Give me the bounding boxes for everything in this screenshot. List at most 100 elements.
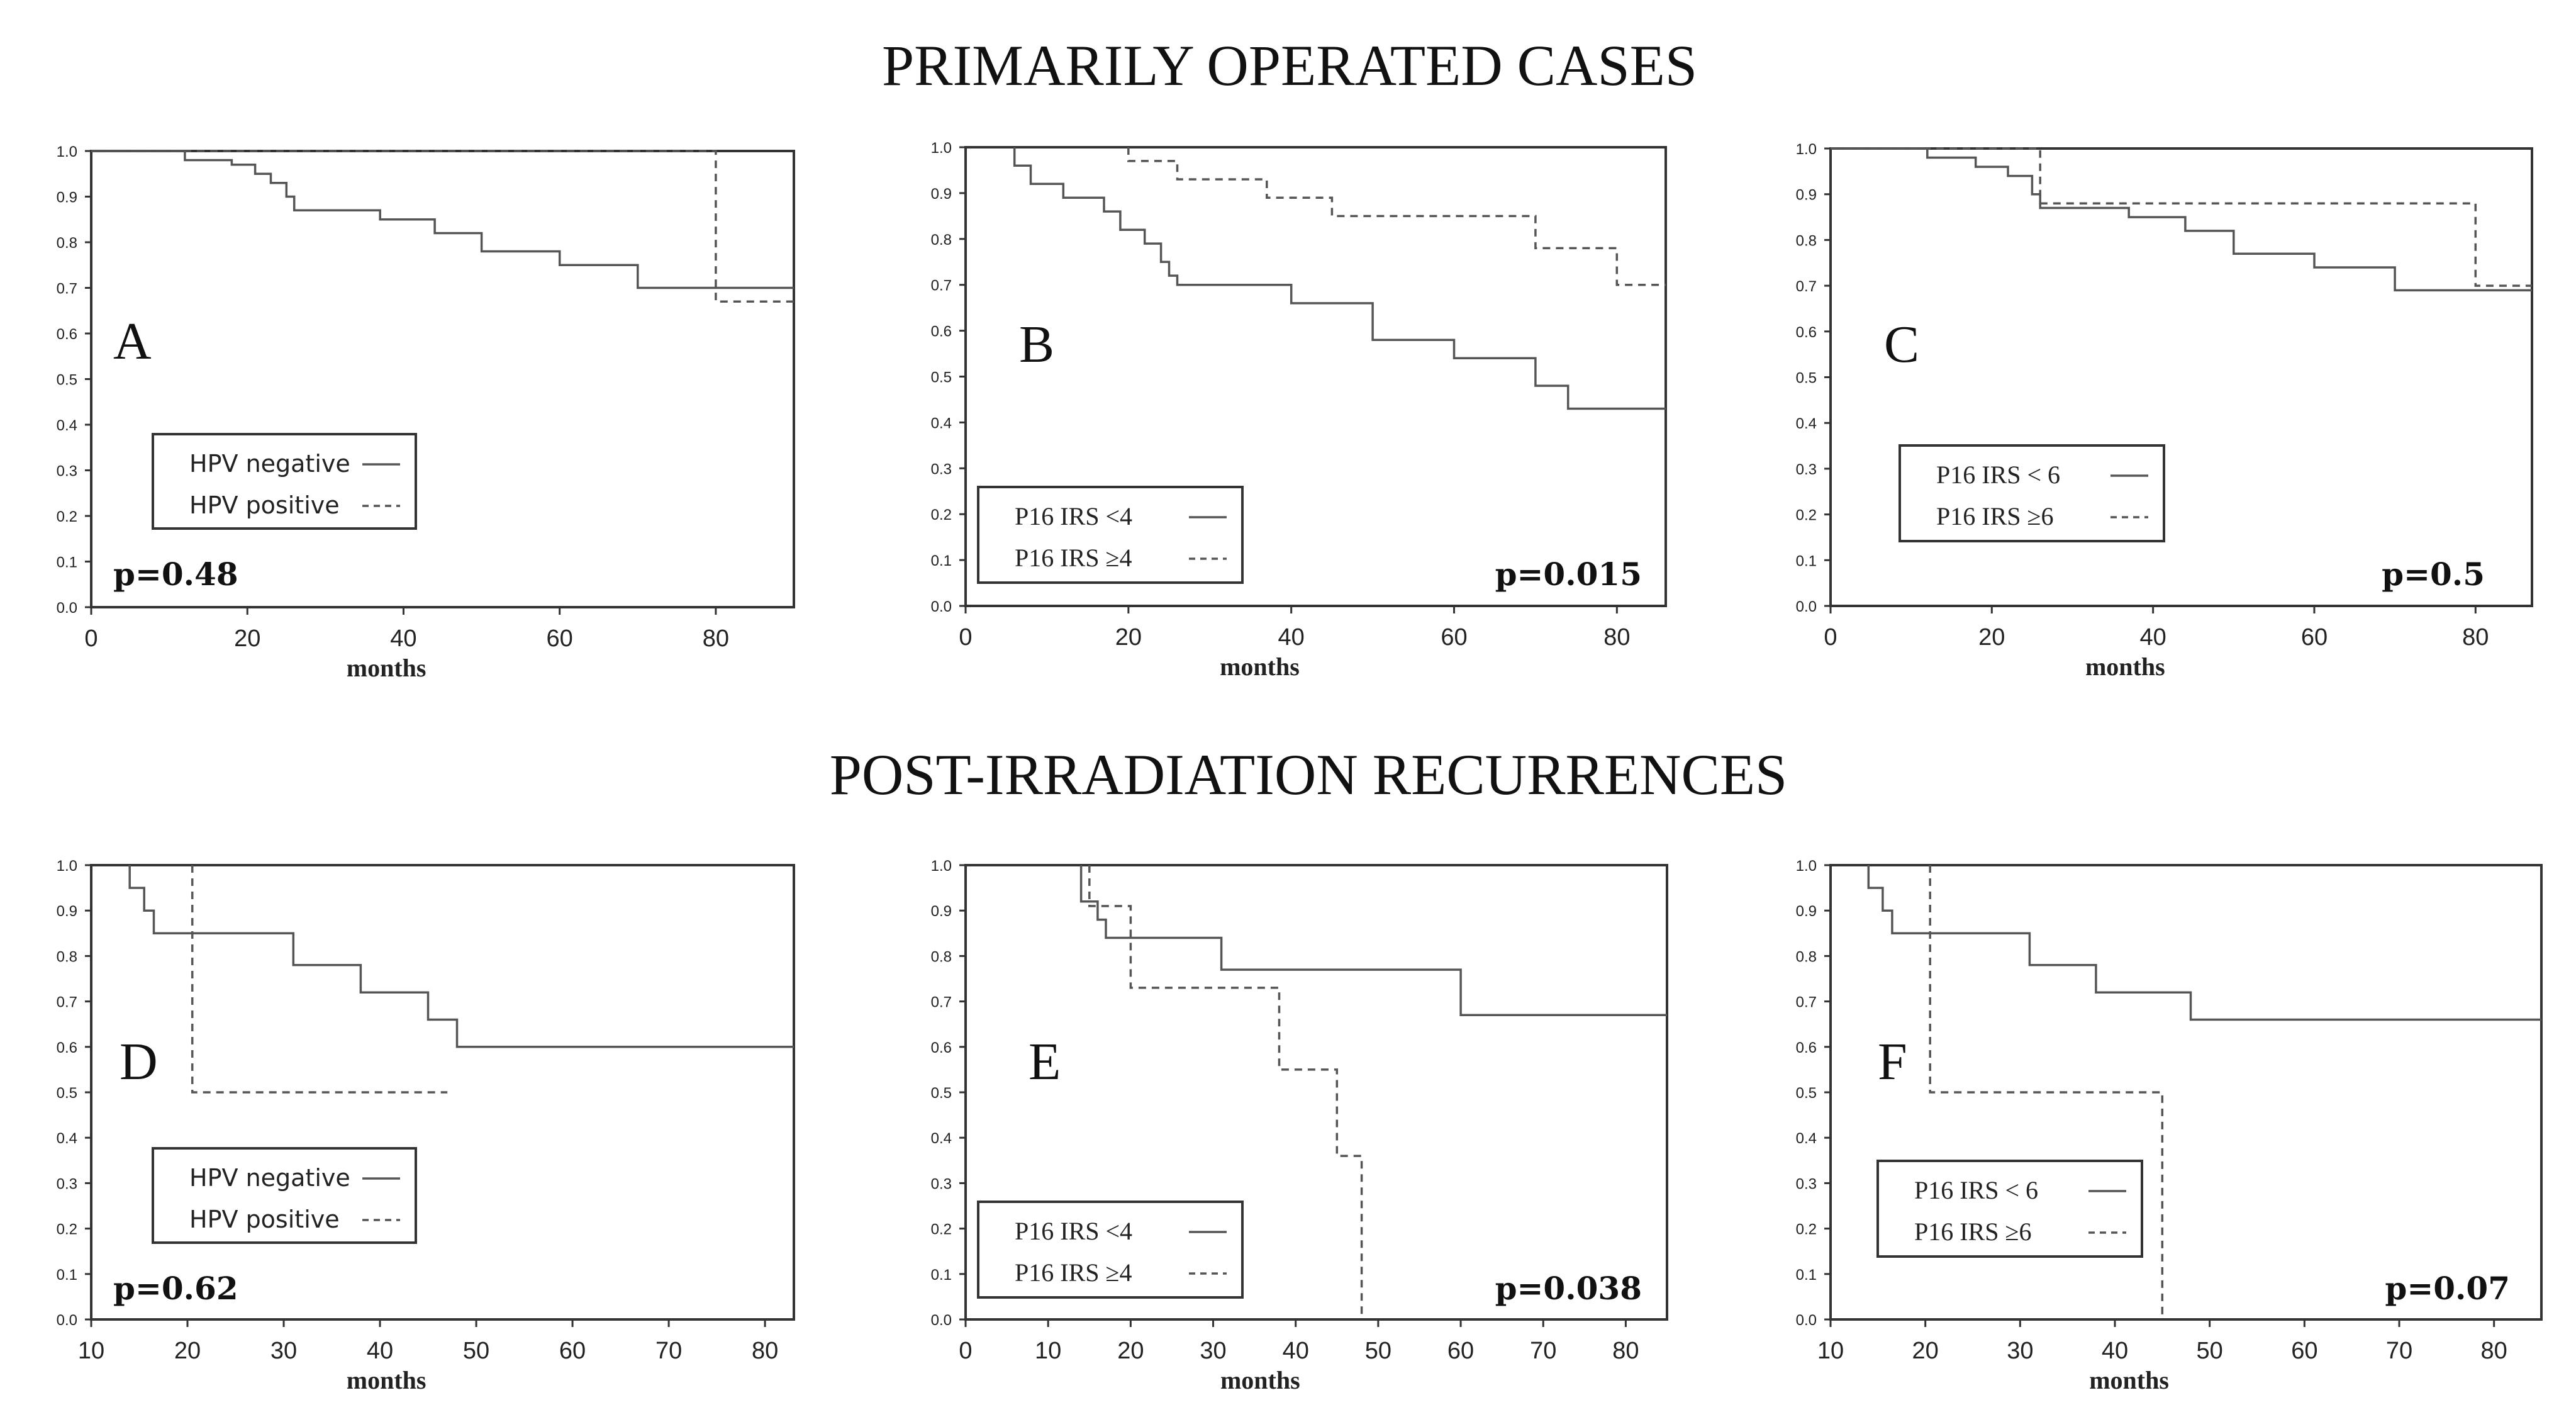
y-tick-label: 0.7 (931, 277, 952, 294)
y-tick-label: 0.1 (931, 552, 952, 569)
y-tick-label: 0.3 (931, 1175, 952, 1192)
x-tick-label: 50 (1365, 1338, 1391, 1364)
panel-letter: D (120, 1033, 158, 1091)
y-tick-label: 0.4 (931, 1130, 952, 1147)
y-tick-label: 0.9 (931, 903, 952, 920)
y-tick-label: 0.9 (57, 189, 77, 206)
x-axis-label: months (2085, 652, 2165, 681)
x-tick-label: 60 (1447, 1338, 1474, 1364)
x-tick-label: 60 (559, 1338, 586, 1364)
y-tick-label: 1.0 (931, 858, 952, 875)
y-tick-label: 0.3 (1796, 461, 1817, 478)
y-tick-label: 0.3 (57, 463, 77, 480)
x-tick-label: 0 (959, 1338, 972, 1364)
p-value-label: p=0.5 (2382, 556, 2485, 593)
y-tick-label: 0.5 (931, 1085, 952, 1102)
legend-entry-label: P16 IRS <4 (1015, 502, 1132, 530)
panel-letter: C (1884, 315, 1919, 374)
y-tick-label: 0.1 (1796, 552, 1817, 569)
y-tick-label: 0.7 (57, 994, 77, 1011)
series-line-dashed (91, 150, 794, 303)
chart-panel-c: 0.0 0.1 0.2 0.3 0.4 0.5 0.6 0.7 0.8 0.9 1.0 0 20 40 60… (1796, 141, 2533, 681)
x-tick-label: 30 (270, 1338, 297, 1364)
y-tick-label: 0.5 (57, 372, 77, 389)
y-tick-label: 0.2 (1796, 507, 1817, 524)
series-line-dashed (1831, 147, 2532, 287)
x-axis-label: months (347, 1366, 427, 1394)
y-tick-label: 0.1 (931, 1267, 952, 1284)
y-tick-label: 0.6 (57, 326, 77, 343)
x-tick-label: 0 (84, 625, 98, 652)
x-tick-label: 40 (1283, 1338, 1309, 1364)
y-tick-label: 0.9 (931, 186, 952, 203)
p-value-label: p=0.015 (1495, 556, 1642, 593)
y-tick-label: 0.0 (1796, 1312, 1817, 1329)
y-tick-label: 0.5 (57, 1085, 77, 1102)
panel-letter: B (1019, 315, 1054, 374)
x-tick-label: 40 (2140, 624, 2166, 651)
y-tick-label: 0.3 (1796, 1175, 1817, 1192)
section-title-primary: PRIMARILY OPERATED CASES (882, 33, 1697, 98)
chart-panel-e: 0.0 0.1 0.2 0.3 0.4 0.5 0.6 0.7 0.8 0.9 1.0 0 10 20 30… (931, 858, 1668, 1394)
y-tick-label: 0.0 (57, 1312, 77, 1329)
y-tick-label: 0.8 (1796, 232, 1817, 249)
series-line-dashed (1127, 147, 1666, 286)
y-tick-label: 0.9 (1796, 187, 1817, 204)
legend: P16 IRS < 6 P16 IRS ≥6 (1899, 444, 2165, 542)
x-tick-label: 60 (2301, 624, 2328, 651)
series-line-dashed (1929, 865, 2164, 1319)
legend-entry-label: P16 IRS < 6 (1914, 1176, 2038, 1204)
chart-panel-f: 0.0 0.1 0.2 0.3 0.4 0.5 0.6 0.7 0.8 0.9 1.0 10 20 30 4… (1796, 858, 2543, 1394)
y-tick-label: 0.4 (1796, 1130, 1817, 1147)
y-tick-label: 0.4 (57, 1130, 77, 1147)
x-tick-label: 20 (1912, 1338, 1939, 1364)
y-tick-label: 0.1 (57, 1267, 77, 1284)
y-tick-label: 0.2 (931, 507, 952, 523)
y-tick-label: 0.4 (1796, 415, 1817, 432)
x-tick-label: 20 (1978, 624, 2005, 651)
y-tick-label: 0.0 (57, 600, 77, 617)
legend-entry-label: HPV positive (189, 1206, 340, 1233)
legend: P16 IRS <4 P16 IRS ≥4 (977, 486, 1244, 584)
legend-entry-label: HPV negative (189, 450, 350, 478)
x-tick-label: 50 (463, 1338, 489, 1364)
y-tick-label: 0.1 (1796, 1267, 1817, 1284)
x-tick-label: 60 (547, 625, 573, 652)
x-tick-label: 30 (1200, 1338, 1226, 1364)
legend: HPV negative HPV positive (152, 1147, 417, 1244)
panel-letter: F (1878, 1033, 1907, 1091)
p-value-label: p=0.62 (113, 1270, 238, 1307)
x-tick-label: 40 (367, 1338, 393, 1364)
y-tick-label: 0.3 (57, 1175, 77, 1192)
legend: HPV negative HPV positive (152, 433, 417, 530)
y-tick-label: 0.7 (1796, 994, 1817, 1011)
x-tick-label: 10 (1035, 1338, 1061, 1364)
y-tick-label: 0.8 (57, 235, 77, 252)
x-tick-label: 80 (752, 1338, 778, 1364)
y-tick-label: 1.0 (931, 140, 952, 157)
series-line-solid (1013, 147, 1666, 410)
y-tick-label: 0.7 (1796, 278, 1817, 295)
x-tick-label: 0 (1824, 624, 1837, 651)
legend-entry-label: P16 IRS ≥4 (1015, 544, 1132, 572)
legend-box (152, 1147, 417, 1244)
y-tick-label: 0.0 (1796, 598, 1817, 615)
y-tick-label: 0.6 (1796, 324, 1817, 341)
x-tick-label: 30 (2007, 1338, 2033, 1364)
y-tick-label: 1.0 (57, 858, 77, 875)
x-axis-label: months (2089, 1366, 2169, 1394)
x-axis-label: months (1220, 1366, 1300, 1394)
y-tick-label: 0.5 (1796, 370, 1817, 387)
y-tick-label: 0.6 (931, 323, 952, 340)
y-tick-label: 0.6 (57, 1039, 77, 1056)
x-axis-label: months (1220, 652, 1300, 681)
x-tick-label: 80 (2462, 624, 2489, 651)
x-tick-label: 80 (1612, 1338, 1639, 1364)
y-tick-label: 1.0 (1796, 141, 1817, 158)
series-line-solid (128, 865, 794, 1048)
y-tick-label: 0.9 (57, 903, 77, 920)
x-tick-label: 0 (959, 624, 972, 651)
x-tick-label: 70 (2386, 1338, 2412, 1364)
x-tick-label: 20 (1115, 624, 1142, 651)
